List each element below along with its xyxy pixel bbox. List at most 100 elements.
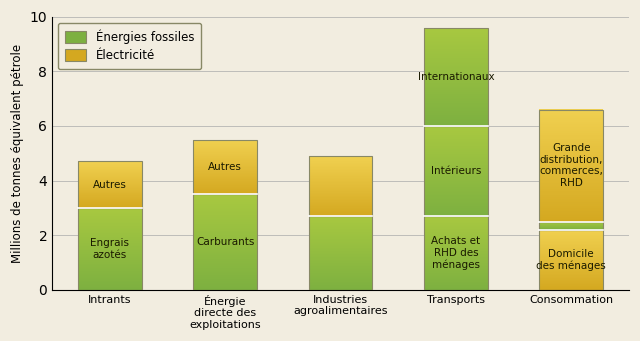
Bar (193, 217, 257, 218)
Bar (540, 145, 603, 147)
Bar (424, 229, 488, 230)
Bar (309, 195, 372, 196)
Bar (78, 207, 141, 208)
Bar (424, 241, 488, 242)
Bar (424, 62, 488, 63)
Bar (78, 174, 141, 175)
Bar (540, 230, 603, 231)
Bar (424, 166, 488, 167)
Bar (540, 284, 603, 285)
Bar (309, 191, 372, 192)
Bar (78, 183, 141, 184)
Bar (78, 249, 141, 250)
Bar (540, 204, 603, 205)
Bar (424, 158, 488, 159)
Bar (193, 235, 257, 236)
Bar (193, 250, 257, 251)
Bar (309, 190, 372, 191)
Bar (540, 153, 603, 154)
Bar (540, 124, 603, 125)
Bar (424, 242, 488, 243)
Bar (540, 187, 603, 188)
Bar (193, 174, 257, 175)
Bar (424, 205, 488, 206)
Bar (540, 151, 603, 152)
Bar (309, 261, 372, 262)
Bar (424, 177, 488, 178)
Bar (309, 224, 372, 225)
Bar (309, 211, 372, 212)
Bar (424, 169, 488, 170)
Bar (424, 189, 488, 190)
Bar (424, 64, 488, 65)
Bar (78, 231, 141, 232)
Bar (78, 221, 141, 222)
Bar (540, 196, 603, 197)
Bar (309, 185, 372, 186)
Bar (540, 282, 603, 283)
Bar (309, 166, 372, 167)
Bar (540, 232, 603, 233)
Bar (78, 210, 141, 211)
Bar (424, 253, 488, 254)
Text: Autres: Autres (93, 180, 127, 190)
Bar (424, 74, 488, 75)
Bar (78, 161, 141, 162)
Bar (540, 173, 603, 175)
Bar (193, 192, 257, 193)
Bar (424, 186, 488, 187)
Bar (78, 232, 141, 233)
Bar (540, 112, 603, 113)
Bar (78, 203, 141, 204)
Bar (540, 288, 603, 289)
Bar (540, 144, 603, 145)
Bar (424, 196, 488, 197)
Bar (309, 223, 372, 224)
Bar (309, 232, 372, 233)
Bar (309, 245, 372, 246)
Bar (78, 208, 141, 209)
Bar (309, 156, 372, 216)
Bar (424, 134, 488, 135)
Bar (424, 194, 488, 195)
Bar (424, 167, 488, 168)
Bar (78, 214, 141, 215)
Bar (193, 198, 257, 199)
Bar (540, 243, 603, 244)
Bar (424, 172, 488, 173)
Bar (424, 92, 488, 93)
Bar (193, 165, 257, 166)
Bar (424, 38, 488, 39)
Bar (193, 164, 257, 165)
Bar (540, 253, 603, 254)
Bar (309, 260, 372, 261)
Bar (424, 119, 488, 120)
Bar (540, 167, 603, 168)
Bar (309, 212, 372, 213)
Bar (78, 165, 141, 166)
Bar (424, 207, 488, 208)
Bar (424, 87, 488, 88)
Bar (78, 162, 141, 163)
Bar (193, 181, 257, 182)
Bar (309, 164, 372, 165)
Bar (540, 210, 603, 211)
Bar (193, 283, 257, 284)
Bar (424, 57, 488, 58)
Bar (193, 142, 257, 143)
Bar (78, 266, 141, 267)
Bar (78, 182, 141, 183)
Bar (540, 168, 603, 169)
Bar (193, 141, 257, 142)
Bar (540, 190, 603, 191)
Bar (540, 110, 603, 112)
Bar (193, 267, 257, 268)
Bar (193, 216, 257, 217)
Bar (78, 212, 141, 213)
Bar (424, 66, 488, 67)
Bar (540, 280, 603, 281)
Bar (309, 161, 372, 162)
Bar (78, 256, 141, 257)
Bar (193, 168, 257, 169)
Bar (540, 211, 603, 212)
